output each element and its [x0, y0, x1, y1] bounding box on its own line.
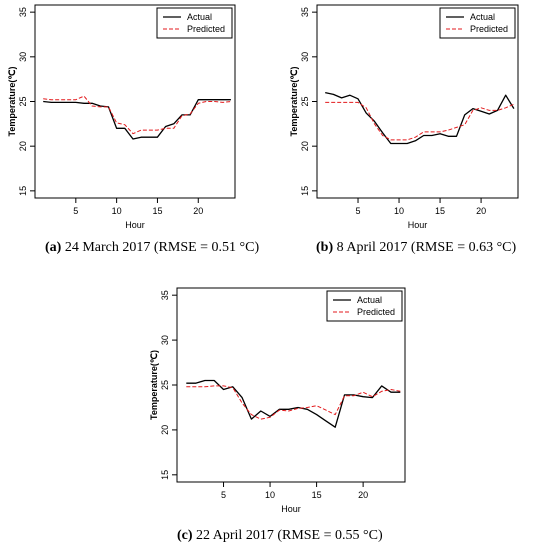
caption-c: (c) 22 April 2017 (RMSE = 0.55 °C) — [177, 528, 383, 544]
legend-label-a-predicted: Predicted — [187, 24, 225, 34]
caption-a-letter: (a) — [45, 240, 62, 255]
legend-label-a-actual: Actual — [187, 12, 212, 22]
caption-b: (b) 8 April 2017 (RMSE = 0.63 °C) — [316, 240, 516, 256]
y-axis-label-a: Temperature(℃) — [7, 67, 17, 137]
caption-c-letter: (c) — [177, 528, 193, 543]
x-tick-label-a-0: 5 — [73, 206, 78, 216]
caption-c-text: 22 April 2017 (RMSE = 0.55 °C) — [192, 528, 383, 543]
caption-a-text: 24 March 2017 (RMSE = 0.51 °C) — [61, 240, 260, 255]
legend-box-c — [326, 290, 403, 322]
x-tick-label-c-3: 20 — [358, 490, 368, 500]
y-axis-label-b: Temperature(℃) — [289, 67, 299, 137]
y-tick-label-b-3: 30 — [300, 52, 310, 62]
legend-label-b-predicted: Predicted — [470, 24, 508, 34]
x-tick-label-b-0: 5 — [356, 206, 361, 216]
y-tick-label-a-1: 20 — [18, 141, 28, 151]
x-axis-label-c: Hour — [281, 504, 301, 514]
legend-label-c-predicted: Predicted — [357, 307, 395, 317]
y-tick-label-a-2: 25 — [18, 96, 28, 106]
y-tick-label-c-4: 35 — [160, 290, 170, 300]
x-tick-label-a-3: 20 — [193, 206, 203, 216]
y-tick-label-b-0: 15 — [300, 186, 310, 196]
y-tick-label-b-2: 25 — [300, 96, 310, 106]
x-axis-label-a: Hour — [125, 220, 145, 230]
y-tick-label-a-4: 35 — [18, 7, 28, 17]
chart-c: 5 10 15 20 15 20 25 30 35 Hour Temperature(℃) Actua… — [149, 287, 406, 514]
y-tick-label-a-3: 30 — [18, 52, 28, 62]
x-tick-label-c-0: 5 — [221, 490, 226, 500]
x-axis-label-b: Hour — [408, 220, 428, 230]
x-tick-label-a-2: 15 — [152, 206, 162, 216]
legend-label-c-actual: Actual — [357, 295, 382, 305]
y-tick-label-c-2: 25 — [160, 380, 170, 390]
chart-a: 5 10 15 20 15 20 25 30 35 Hour Temperature(℃) Actua… — [7, 4, 236, 230]
legend-label-b-actual: Actual — [470, 12, 495, 22]
series-line-a-predicted — [43, 95, 231, 135]
caption-b-letter: (b) — [316, 240, 334, 255]
x-tick-label-a-1: 10 — [112, 206, 122, 216]
caption-b-text: 8 April 2017 (RMSE = 0.63 °C) — [333, 240, 517, 255]
y-tick-label-c-3: 30 — [160, 335, 170, 345]
y-tick-label-c-1: 20 — [160, 425, 170, 435]
series-line-b-actual — [325, 91, 515, 145]
y-tick-label-b-1: 20 — [300, 141, 310, 151]
chart-b: 5 10 15 20 15 20 25 30 35 Hour Temperature(℃) Actua… — [289, 4, 519, 230]
series-line-c-predicted — [186, 385, 401, 420]
legend-box-b — [439, 7, 516, 39]
series-line-a-actual — [43, 99, 231, 140]
x-tick-label-b-1: 10 — [394, 206, 404, 216]
series-line-c-actual — [186, 379, 401, 428]
caption-a: (a) 24 March 2017 (RMSE = 0.51 °C) — [45, 240, 259, 256]
x-tick-label-b-2: 15 — [435, 206, 445, 216]
x-tick-label-c-1: 10 — [265, 490, 275, 500]
x-tick-label-c-2: 15 — [312, 490, 322, 500]
x-tick-label-b-3: 20 — [476, 206, 486, 216]
y-tick-label-b-4: 35 — [300, 7, 310, 17]
y-axis-label-c: Temperature(℃) — [149, 350, 159, 420]
y-tick-label-c-0: 15 — [160, 470, 170, 480]
series-line-b-predicted — [325, 101, 515, 141]
y-tick-label-a-0: 15 — [18, 186, 28, 196]
legend-box-a — [156, 7, 233, 39]
